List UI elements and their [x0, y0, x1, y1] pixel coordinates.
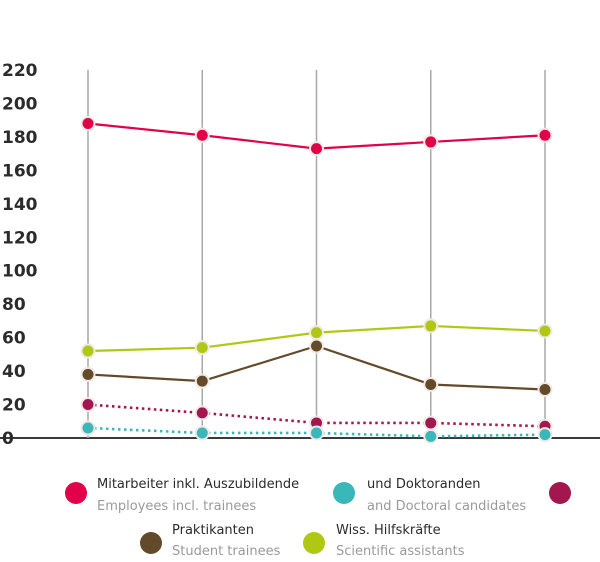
series-other — [80, 420, 553, 444]
legend-sublabel-doctoral: and Doctoral candidates — [367, 499, 527, 514]
legend-dot-extra — [549, 482, 571, 504]
data-point-employees — [423, 134, 439, 150]
legend-dot-student — [140, 532, 162, 554]
y-tick-label: 20 — [2, 396, 26, 416]
series-group — [80, 116, 553, 444]
data-point-other — [423, 428, 439, 444]
legend-dot-scientific — [303, 532, 325, 554]
data-point-employees — [80, 116, 96, 132]
series-student — [80, 338, 553, 397]
legend-label-employees: Mitarbeiter inkl. Auszubildende — [97, 477, 300, 492]
y-tick-label: 80 — [2, 295, 26, 315]
legend-sublabel-scientific: Scientific assistants — [336, 544, 465, 559]
y-tick-label: 100 — [2, 262, 38, 282]
data-point-other — [80, 420, 96, 436]
data-point-scientific — [194, 340, 210, 356]
data-point-scientific — [423, 318, 439, 334]
legend-sublabel-employees: Employees incl. trainees — [97, 499, 257, 514]
data-point-other — [537, 427, 553, 443]
y-axis-ticks: 0 20 40 60 80 100 120 140 160 180 200 220 — [2, 61, 38, 449]
legend-dot-employees — [65, 482, 87, 504]
y-tick-label: 60 — [2, 329, 26, 349]
series-doctoral — [80, 397, 553, 434]
y-tick-label: 160 — [2, 161, 38, 181]
data-point-scientific — [537, 323, 553, 339]
y-tick-label: 220 — [2, 61, 38, 81]
data-point-student — [423, 376, 439, 392]
data-point-employees — [537, 127, 553, 143]
y-tick-label: 40 — [2, 362, 26, 382]
y-tick-label: 140 — [2, 195, 38, 215]
legend-dot-doctoral — [333, 482, 355, 504]
legend-label-scientific: Wiss. Hilfskräfte — [336, 523, 441, 538]
data-point-employees — [309, 141, 324, 157]
data-point-doctoral — [80, 397, 96, 413]
data-point-student — [309, 338, 324, 354]
legend-label-doctoral: und Doktoranden — [367, 477, 481, 492]
data-point-scientific — [309, 325, 324, 341]
data-point-scientific — [80, 343, 96, 359]
y-tick-label: 0 — [2, 429, 14, 449]
data-point-doctoral — [423, 415, 439, 431]
data-point-student — [537, 381, 553, 397]
legend-sublabel-student: Student trainees — [172, 544, 281, 559]
data-point-other — [194, 425, 210, 441]
y-tick-label: 120 — [2, 228, 38, 248]
data-point-other — [309, 425, 324, 441]
legend-label-student: Praktikanten — [172, 523, 254, 538]
data-point-doctoral — [194, 405, 210, 421]
y-tick-label: 180 — [2, 128, 38, 148]
data-point-student — [194, 373, 210, 389]
series-employees — [80, 116, 553, 157]
series-scientific — [80, 318, 553, 359]
data-point-student — [80, 366, 96, 382]
y-tick-label: 200 — [2, 94, 38, 114]
data-point-employees — [194, 127, 210, 143]
